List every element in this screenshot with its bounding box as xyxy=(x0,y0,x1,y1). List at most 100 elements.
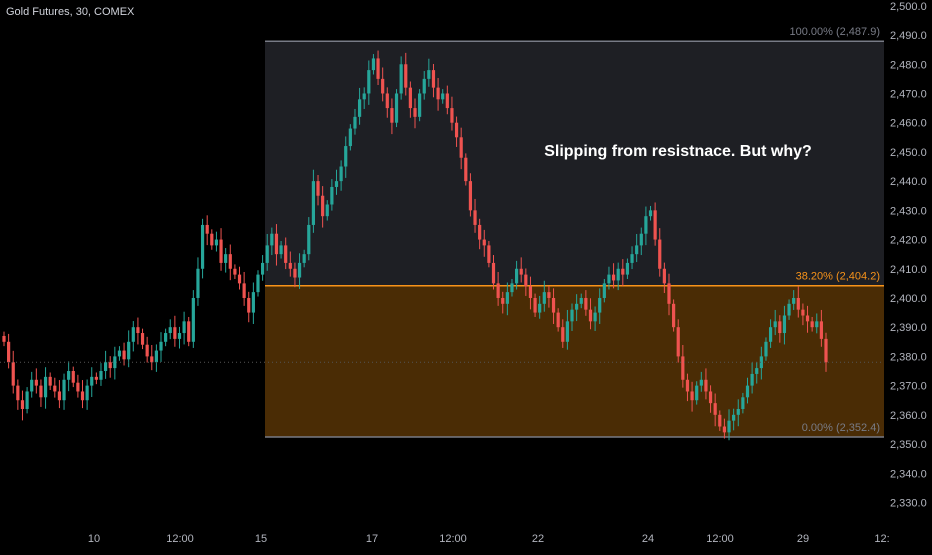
candle-body xyxy=(2,335,6,342)
candle-body xyxy=(76,382,80,392)
candle-body xyxy=(376,58,380,79)
candle-body xyxy=(639,233,643,246)
candle-body xyxy=(732,414,736,421)
candle-body xyxy=(325,204,329,217)
candle-body xyxy=(357,99,362,117)
candle-body xyxy=(422,78,426,94)
candle-body xyxy=(284,245,288,263)
candle-body xyxy=(607,274,611,284)
candle-body xyxy=(755,368,759,374)
y-tick-label: 2,430.0 xyxy=(890,205,927,217)
candle-body xyxy=(418,93,422,117)
candle-body xyxy=(265,245,269,263)
y-tick-label: 2,340.0 xyxy=(890,468,927,480)
candle-body xyxy=(505,292,509,304)
time-axis[interactable]: 10 12:00 15 17 12:00 22 24 12:00 29 12: xyxy=(88,533,890,545)
candle-body xyxy=(551,297,556,313)
candle-body xyxy=(316,181,320,196)
candle-body xyxy=(625,262,630,275)
candle-body xyxy=(768,327,773,342)
candle-body xyxy=(704,379,708,392)
x-tick-label: 12:00 xyxy=(706,533,734,545)
y-tick-label: 2,450.0 xyxy=(890,147,927,159)
candle-body xyxy=(441,93,445,100)
candle-body xyxy=(381,78,385,94)
candle-body xyxy=(667,283,671,304)
candle-body xyxy=(39,385,43,398)
candle-body xyxy=(242,283,246,298)
y-tick-label: 2,390.0 xyxy=(890,322,927,334)
candle-body xyxy=(556,312,560,328)
x-tick-label: 15 xyxy=(255,533,267,545)
candle-body xyxy=(7,341,11,363)
candle-body xyxy=(718,414,722,427)
candle-body xyxy=(270,233,274,246)
candle-body xyxy=(168,327,172,334)
y-tick-label: 2,400.0 xyxy=(890,293,927,305)
candle-body xyxy=(685,379,690,392)
candle-body xyxy=(408,87,412,109)
candle-body xyxy=(43,376,48,398)
candle-body xyxy=(805,315,810,322)
candle-body xyxy=(99,371,103,380)
candle-body xyxy=(154,350,158,363)
candle-body xyxy=(30,379,34,392)
candle-body xyxy=(533,297,537,313)
candle-body xyxy=(145,344,149,357)
candle-body xyxy=(593,312,597,322)
candle-body xyxy=(598,297,602,313)
candle-body xyxy=(745,385,750,398)
candle-body xyxy=(690,391,694,401)
fib-retracement[interactable]: 100.00% (2,487.9) 38.20% (2,404.2) 0.00% (… xyxy=(265,26,884,438)
candle-body xyxy=(575,303,579,310)
candle-body xyxy=(20,400,25,409)
candle-body xyxy=(122,350,126,360)
candle-body xyxy=(62,379,66,401)
candle-body xyxy=(371,58,376,71)
candle-body xyxy=(117,350,122,357)
candle-body xyxy=(662,268,666,284)
candle-body xyxy=(727,420,731,433)
candle-body xyxy=(177,333,182,339)
annotation-text[interactable]: Slipping from resistnace. But why? xyxy=(544,143,812,160)
candle-body xyxy=(473,210,477,225)
candle-body xyxy=(445,93,449,109)
candle-body xyxy=(251,292,255,313)
candle-body xyxy=(196,268,200,298)
candle-body xyxy=(200,224,205,269)
candle-body xyxy=(108,362,112,369)
candle-body xyxy=(782,315,787,334)
candle-body xyxy=(801,309,805,316)
fib-zone-lower xyxy=(265,285,884,438)
candle-body xyxy=(644,216,648,234)
candle-body xyxy=(334,181,339,187)
candle-body xyxy=(210,233,214,246)
candle-body xyxy=(399,64,403,94)
y-tick-label: 2,470.0 xyxy=(890,88,927,100)
candle-body xyxy=(173,327,177,339)
candle-body xyxy=(431,70,436,88)
y-tick-label: 2,420.0 xyxy=(890,235,927,247)
price-axis[interactable]: 2,330.0 2,340.0 2,350.0 2,360.0 2,370.0 2,380… xyxy=(890,1,927,510)
candle-body xyxy=(616,268,620,281)
candle-body xyxy=(94,376,98,380)
y-tick-label: 2,370.0 xyxy=(890,381,927,393)
y-tick-label: 2,350.0 xyxy=(890,439,927,451)
candle-body xyxy=(57,391,62,401)
candle-body xyxy=(71,371,75,383)
candle-body xyxy=(164,333,168,342)
y-tick-label: 2,460.0 xyxy=(890,118,927,130)
candle-body xyxy=(353,116,357,129)
candle-body xyxy=(274,233,279,255)
candle-body xyxy=(570,309,574,322)
candle-body xyxy=(150,356,154,363)
candle-body xyxy=(459,137,463,158)
candle-body xyxy=(819,321,823,339)
candle-body xyxy=(496,283,500,298)
fib-zone-upper xyxy=(265,41,884,286)
candle-body xyxy=(85,385,89,401)
candle-body xyxy=(708,391,713,404)
candle-body xyxy=(602,283,606,298)
